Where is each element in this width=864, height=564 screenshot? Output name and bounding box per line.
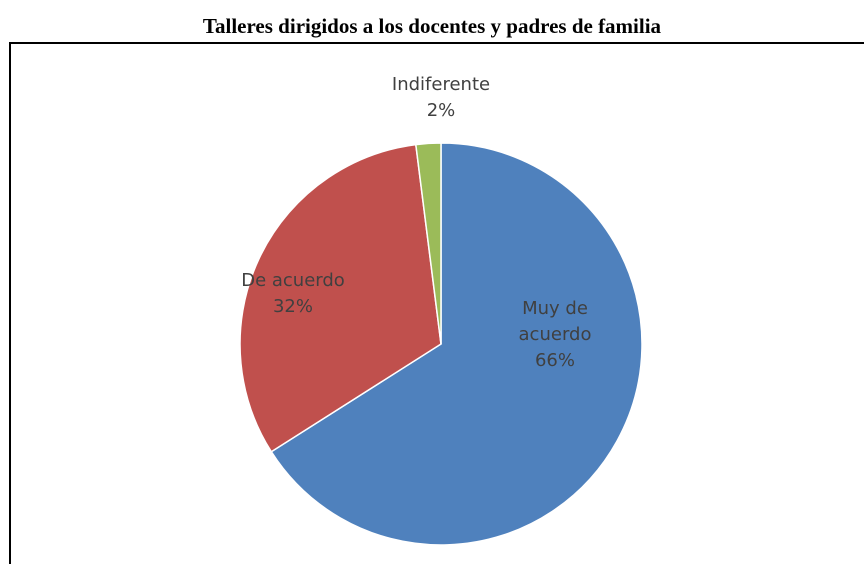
slice-label: De acuerdo 32% — [223, 268, 363, 320]
slice-label: Muy de acuerdo 66% — [500, 296, 610, 374]
category-label: Muy de acuerdo — [518, 298, 592, 345]
pie-slice — [239, 143, 442, 453]
category-label: Indiferente — [391, 74, 491, 95]
value-label: 66% — [534, 350, 575, 371]
value-label: 2% — [426, 100, 456, 121]
pie-slice — [270, 142, 643, 546]
value-label: 32% — [272, 296, 313, 317]
frame — [9, 42, 864, 564]
chart-title: Talleres dirigidos a los docentes y padr… — [202, 14, 662, 38]
slice-label: Indiferente 2% — [371, 72, 511, 124]
pie-slice — [414, 142, 442, 345]
category-label: De acuerdo — [241, 270, 345, 291]
